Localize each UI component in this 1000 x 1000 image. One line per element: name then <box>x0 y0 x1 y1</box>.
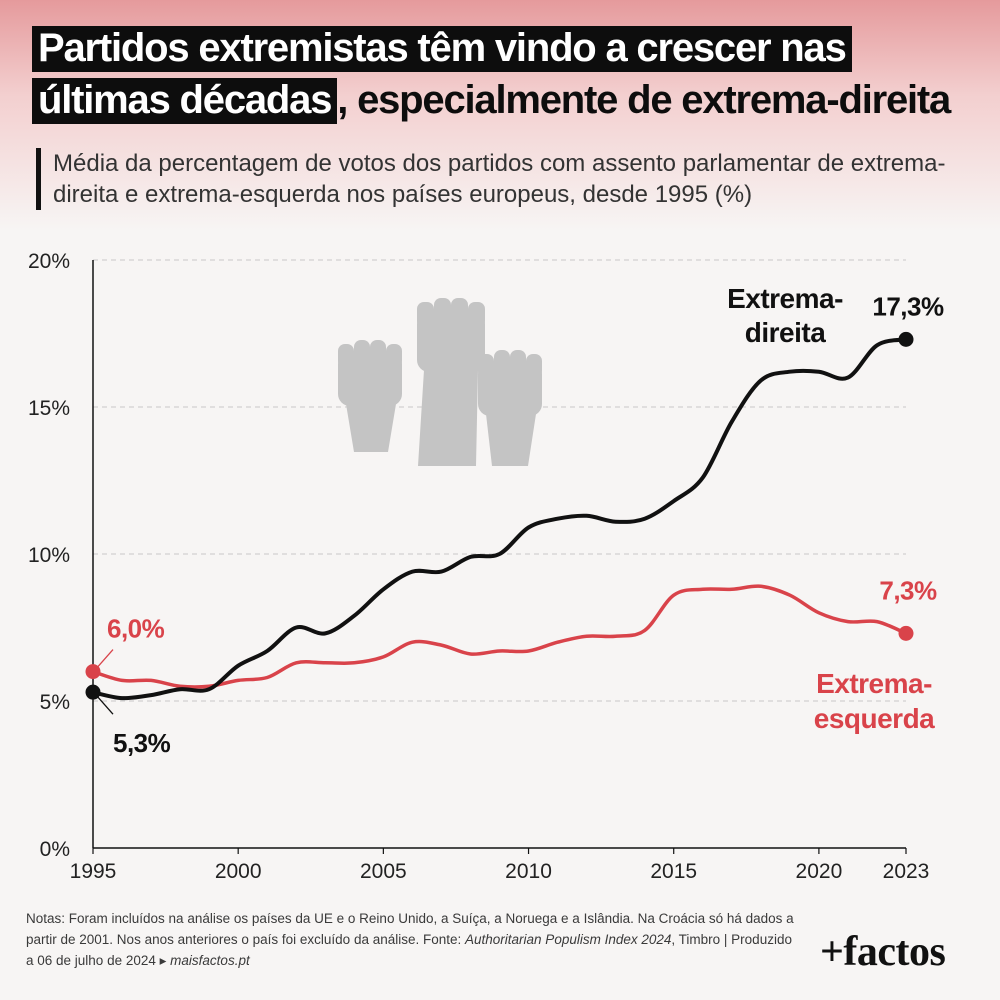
title-highlight-1: Partidos extremistas têm vindo a crescer… <box>32 26 852 72</box>
x-tick-label: 2020 <box>796 860 843 883</box>
start-point-extrema-direita <box>85 684 101 700</box>
end-point-extrema-esquerda <box>898 625 914 641</box>
series-name-label: Extrema- <box>727 283 843 314</box>
end-value-label: 7,3% <box>879 575 937 605</box>
y-tick-label: 0% <box>40 838 70 861</box>
notes-text-2: , Timbro | Produzido a 06 de julho de 20… <box>26 932 792 968</box>
raised-fists-icon <box>338 298 542 466</box>
end-value-label: 17,3% <box>872 291 944 321</box>
series-name-label: Extrema- <box>816 668 932 699</box>
x-tick-label: 2023 <box>883 860 930 883</box>
y-axis-ticks: 0% 5% 10% 15% 20% <box>28 250 70 861</box>
notes-source-title: Authoritarian Populism Index 2024 <box>465 932 672 947</box>
notes-arrow: ▸ <box>159 953 167 968</box>
series-name-label: esquerda <box>814 703 935 734</box>
title-line-2: últimas décadas, especialmente de extrem… <box>32 78 982 130</box>
x-tick-label: 2000 <box>215 860 262 883</box>
y-tick-label: 5% <box>40 691 70 714</box>
series-labels: 5,3%6,0%17,3%7,3%Extrema-direitaExtrema-… <box>97 283 944 758</box>
x-tick-label: 2010 <box>505 860 552 883</box>
series-lines <box>85 331 914 701</box>
x-tick-label: 2015 <box>650 860 697 883</box>
start-point-extrema-esquerda <box>85 664 101 680</box>
brand-logo: +factos <box>820 929 946 975</box>
notes-text-1: Notas: Foram incluídos na análise os paí… <box>26 911 794 947</box>
chart-title: Partidos extremistas têm vindo a crescer… <box>32 26 982 130</box>
x-axis: 1995 2000 2005 2010 2015 2020 2023 <box>70 260 930 883</box>
x-tick-label: 1995 <box>70 860 117 883</box>
leader-line <box>97 649 114 668</box>
title-line-1: Partidos extremistas têm vindo a crescer… <box>32 26 982 78</box>
end-point-extrema-direita <box>898 331 914 347</box>
title-tail: , especialmente de extrema-direita <box>337 78 951 122</box>
y-tick-label: 10% <box>28 544 70 567</box>
y-tick-label: 20% <box>28 250 70 273</box>
chart-subtitle: Média da percentagem de votos dos partid… <box>36 148 973 210</box>
notes-site-link[interactable]: maisfactos.pt <box>170 953 250 968</box>
y-tick-label: 15% <box>28 397 70 420</box>
start-value-label: 6,0% <box>107 614 165 644</box>
leader-line <box>97 696 114 715</box>
series-line-extrema-esquerda <box>91 584 908 689</box>
title-highlight-2: últimas décadas <box>32 78 338 124</box>
chart-notes: Notas: Foram incluídos na análise os paí… <box>26 908 796 971</box>
series-line-extrema-direita <box>91 337 908 701</box>
start-value-label: 5,3% <box>113 728 171 758</box>
series-name-label: direita <box>745 317 826 348</box>
x-tick-label: 2005 <box>360 860 407 883</box>
